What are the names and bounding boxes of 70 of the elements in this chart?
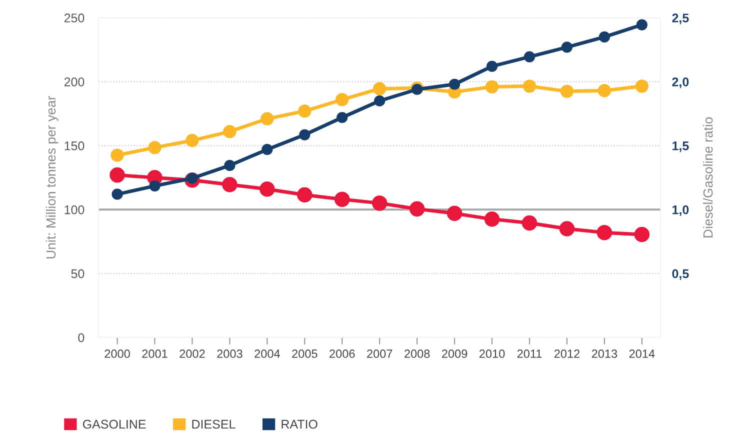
y2-axis-title: Diesel/Gasoline ratio xyxy=(703,117,713,238)
legend-label: RATIO xyxy=(282,420,318,429)
point xyxy=(522,80,536,93)
y-tick-label: 0 xyxy=(78,333,84,342)
point xyxy=(598,84,612,98)
point xyxy=(374,95,386,106)
y2-tick-label: 1,5 xyxy=(672,142,689,152)
point xyxy=(223,124,236,138)
x-tick-label: 2011 xyxy=(517,350,542,358)
y2-tick-label: 2,0 xyxy=(672,77,689,88)
point xyxy=(524,51,536,62)
point xyxy=(522,215,538,231)
y-tick-label: 50 xyxy=(71,269,84,278)
point xyxy=(448,78,460,90)
point xyxy=(409,201,425,217)
x-tick-label: 2003 xyxy=(217,350,242,358)
point xyxy=(112,188,123,200)
y-tick-label: 250 xyxy=(64,14,84,22)
point xyxy=(262,144,273,156)
point xyxy=(298,104,312,118)
y-axis-title: Unit: Million tonnes per year xyxy=(46,96,58,258)
legend-label: GASOLINE xyxy=(82,420,146,429)
point xyxy=(260,181,275,197)
point xyxy=(636,19,648,30)
x-tick-label: 2012 xyxy=(554,350,580,358)
x-tick-label: 2013 xyxy=(592,350,618,358)
point xyxy=(222,176,238,192)
point xyxy=(485,80,499,94)
point xyxy=(559,221,575,236)
point xyxy=(297,187,312,202)
point xyxy=(634,226,650,242)
point xyxy=(299,129,310,140)
x-tick-label: 2008 xyxy=(404,350,430,358)
point xyxy=(186,134,199,148)
point xyxy=(486,60,498,72)
y2-tick-label: 0,5 xyxy=(672,269,689,280)
point xyxy=(635,80,649,93)
point xyxy=(373,82,386,96)
point xyxy=(484,212,500,227)
point xyxy=(224,160,236,172)
x-tick-label: 2002 xyxy=(180,350,205,358)
point xyxy=(598,31,610,42)
point xyxy=(561,42,573,53)
point xyxy=(336,112,348,124)
x-tick-label: 2000 xyxy=(104,350,130,358)
y2-tick-label: 2,5 xyxy=(672,14,689,24)
point xyxy=(334,192,350,207)
x-tick-label: 2004 xyxy=(254,350,280,358)
x-tick-label: 2009 xyxy=(442,350,468,358)
x-tick-label: 2014 xyxy=(629,350,655,358)
point xyxy=(110,148,124,162)
point xyxy=(446,206,462,222)
point xyxy=(149,180,160,192)
point xyxy=(560,84,574,98)
point xyxy=(596,224,612,240)
x-tick-label: 2001 xyxy=(142,350,168,358)
legend-label: DIESEL xyxy=(192,420,236,429)
y-tick-label: 150 xyxy=(64,141,84,150)
x-tick-label: 2006 xyxy=(330,350,355,358)
x-tick-label: 2005 xyxy=(292,350,318,358)
x-tick-label: 2007 xyxy=(367,350,392,358)
y-tick-label: 200 xyxy=(64,77,84,86)
point xyxy=(110,167,125,183)
y2-tick-label: 1,0 xyxy=(672,205,689,216)
point xyxy=(260,112,274,126)
point xyxy=(372,196,388,211)
point xyxy=(336,93,349,106)
x-tick-label: 2010 xyxy=(479,350,505,358)
point xyxy=(148,140,162,154)
y-tick-label: 100 xyxy=(64,205,84,214)
